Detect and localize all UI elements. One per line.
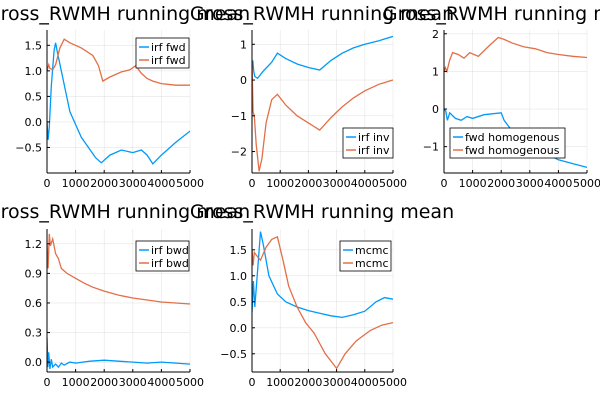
legend-label: irf fwd (151, 54, 186, 67)
x-tick-label: 2000 (90, 376, 118, 389)
y-tick-label: 1 (240, 38, 247, 51)
x-tick-label: 1000 (62, 177, 90, 190)
y-tick-label: −1 (231, 110, 247, 123)
x-tick-label: 3000 (323, 177, 351, 190)
y-tick-label: −2 (231, 146, 247, 159)
x-tick-label: 4000 (351, 177, 379, 190)
legend-label: irf bwd (151, 257, 189, 270)
y-tick-label: 1.0 (230, 270, 248, 283)
subplot-title: Gross_RWMH running mean (190, 3, 454, 25)
y-tick-label: −0.5 (15, 141, 42, 154)
y-tick-label: 0.6 (25, 297, 43, 310)
y-tick-label: −0.5 (220, 348, 247, 361)
x-tick-label: 2000 (487, 177, 515, 190)
subplot-3: 0 1000 2000 3000 4000 5000 −1 0 1 2 Gross_RWMH run… (383, 3, 600, 190)
y-tick-label: −1 (423, 141, 439, 154)
legend-box (449, 127, 566, 159)
x-tick-label: 3000 (119, 376, 147, 389)
x-tick-label: 5000 (379, 376, 407, 389)
x-tick-label: 3000 (119, 177, 147, 190)
x-tick-label: 1000 (62, 376, 90, 389)
subplot-title: Gross_RWMH running mean (0, 201, 250, 223)
y-tick-label: 1.5 (25, 39, 43, 52)
legend-label: mcmc (355, 257, 389, 270)
x-tick-label: 2000 (294, 376, 322, 389)
x-tick-label: 4000 (147, 177, 175, 190)
series-line-2 (47, 233, 190, 305)
legend-box (135, 240, 190, 272)
series-line-1 (47, 42, 190, 165)
x-tick-label: 3000 (323, 376, 351, 389)
x-tick-label: 4000 (351, 376, 379, 389)
series-line-1 (252, 35, 393, 80)
y-tick-label: 2 (432, 28, 439, 41)
legend-label: irf inv (358, 131, 390, 144)
y-tick-label: 0.3 (25, 327, 43, 340)
x-tick-label: 0 (44, 376, 51, 389)
subplot-2: 0 1000 2000 3000 4000 5000 −2 −1 0 1 Gross_RWMH ru… (190, 3, 454, 190)
legend-label: irf inv (358, 144, 390, 157)
x-tick-label: 1000 (459, 177, 487, 190)
y-tick-label: 0.5 (230, 296, 248, 309)
series-line-2 (252, 62, 393, 172)
x-tick-label: 5000 (573, 177, 600, 190)
y-tick-label: 0 (432, 103, 439, 116)
y-tick-label: 0.9 (25, 267, 43, 280)
y-tick-label: 1.2 (25, 238, 43, 251)
y-tick-label: 1.5 (230, 244, 248, 257)
series-line-1 (47, 337, 190, 370)
subplot-title: Gross_RWMH running mean (0, 3, 250, 25)
subplot-1: 0 1000 2000 3000 4000 5000 −0.5 0.0 0.5 1.0 1.5 Gro… (0, 3, 250, 190)
subplot-title: Gross_RWMH running mean (383, 3, 600, 25)
x-tick-label: 2000 (294, 177, 322, 190)
x-tick-label: 4000 (544, 177, 572, 190)
subplot-5: 0 1000 2000 3000 4000 5000 −0.5 0.0 0.5 1.0 1.5 Gro… (190, 201, 454, 389)
legend-box (339, 240, 392, 272)
y-tick-label: 0.0 (25, 356, 43, 369)
x-tick-label: 3000 (516, 177, 544, 190)
x-tick-label: 0 (249, 376, 256, 389)
y-tick-label: 0.0 (25, 116, 43, 129)
legend-label: fwd homogenous (465, 131, 560, 144)
y-tick-label: 1.0 (25, 65, 43, 78)
x-tick-label: 5000 (176, 376, 204, 389)
series-line-2 (444, 36, 587, 74)
x-tick-label: 0 (44, 177, 51, 190)
legend-label: fwd homogenous (465, 144, 560, 157)
x-tick-label: 1000 (266, 376, 294, 389)
legend-label: irf fwd (151, 41, 186, 54)
legend-box (342, 127, 394, 159)
y-tick-label: 0.5 (25, 90, 43, 103)
y-tick-label: 0.0 (230, 322, 248, 335)
x-tick-label: 2000 (90, 177, 118, 190)
legend-label: mcmc (355, 244, 389, 257)
subplot-4: 0 1000 2000 3000 4000 5000 0.0 0.3 0.6 0.9 1.2 Gros… (0, 201, 250, 389)
x-tick-label: 0 (249, 177, 256, 190)
x-tick-label: 5000 (379, 177, 407, 190)
x-tick-label: 5000 (176, 177, 204, 190)
x-tick-label: 0 (441, 177, 448, 190)
x-tick-label: 1000 (266, 177, 294, 190)
y-tick-label: 1 (432, 65, 439, 78)
legend-label: irf bwd (151, 244, 189, 257)
subplot-title: Gross_RWMH running mean (190, 201, 454, 223)
x-tick-label: 4000 (147, 376, 175, 389)
series-line-2 (252, 235, 393, 370)
legend-box (135, 37, 190, 69)
series-line-2 (47, 38, 190, 86)
y-tick-label: 0 (240, 74, 247, 87)
